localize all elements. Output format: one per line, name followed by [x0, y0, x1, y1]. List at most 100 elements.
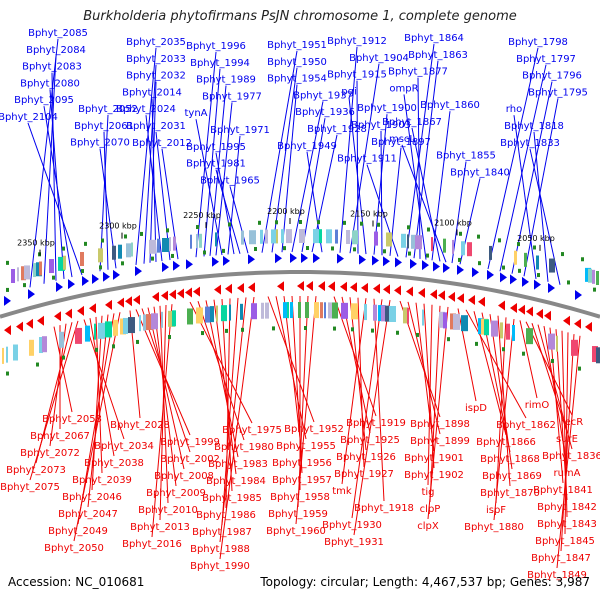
cog-feature-block — [524, 252, 527, 267]
cog-feature-block — [123, 317, 128, 334]
top-gene-label: Bphyt_1797 — [516, 54, 576, 65]
cog-feature-block — [146, 314, 153, 331]
cog-feature-block — [401, 233, 406, 248]
bottom-leader-line — [219, 296, 255, 560]
track-marker — [408, 251, 411, 256]
bottom-gene-label: Bphyt_1985 — [202, 493, 262, 504]
bottom-gene-label: ispF — [486, 505, 506, 516]
track-marker — [502, 347, 505, 352]
top-leader-line — [301, 118, 326, 253]
top-leader-line — [203, 68, 221, 257]
bottom-leader-line — [341, 298, 367, 485]
cog-feature-block — [24, 265, 30, 280]
track-marker — [99, 265, 102, 270]
cog-feature-block — [58, 256, 65, 271]
top-gene-label: Bphyt_2035 — [126, 37, 186, 48]
cog-feature-block — [320, 302, 323, 319]
track-marker — [304, 326, 307, 331]
scale-tick-label: 2150 kbp — [350, 209, 388, 218]
bottom-leader-line — [297, 296, 309, 508]
reverse-gene-arrow — [237, 282, 244, 293]
bottom-gene-label: Bphyt_1836 — [542, 451, 600, 462]
top-gene-label: Bphyt_1977 — [202, 91, 262, 102]
track-marker — [241, 327, 244, 332]
track-marker — [353, 247, 356, 252]
top-gene-label: Bphyt_1949 — [277, 141, 337, 152]
cog-feature-block — [205, 306, 211, 323]
bottom-gene-label: Bphyt_1849 — [527, 570, 587, 581]
cog-feature-block — [290, 302, 293, 319]
reverse-gene-arrow — [526, 306, 533, 317]
top-gene-label: Bphyt_1863 — [408, 50, 468, 61]
forward-gene-arrow — [56, 281, 63, 292]
bottom-gene-label: Bphyt_1959 — [268, 509, 328, 520]
reverse-gene-arrow — [306, 281, 313, 292]
cog-feature-block — [592, 346, 598, 363]
cog-feature-block — [2, 347, 4, 364]
reverse-gene-arrow — [277, 281, 284, 292]
forward-gene-arrow — [487, 269, 494, 280]
top-gene-label: Bphyt_1877 — [388, 67, 448, 78]
top-leader-line — [513, 115, 537, 279]
cog-feature-block — [506, 323, 510, 340]
track-marker — [426, 253, 429, 258]
top-gene-label: Bphyt_1833 — [500, 138, 560, 149]
top-leader-line — [523, 98, 559, 277]
cog-feature-block — [422, 309, 424, 326]
bottom-leader-line — [213, 299, 237, 475]
bottom-gene-label: Bphyt_1975 — [222, 425, 282, 436]
cog-feature-block — [386, 232, 392, 247]
track-marker — [477, 234, 480, 239]
cog-feature-block — [276, 229, 278, 244]
track-marker — [36, 362, 39, 367]
top-gene-label: Bphyt_2095 — [14, 95, 74, 106]
reverse-gene-arrow — [544, 310, 551, 321]
bottom-gene-label: Bphyt_1870 — [480, 488, 540, 499]
cog-feature-block — [39, 261, 42, 276]
reverse-gene-arrow — [16, 321, 23, 332]
bottom-gene-label: Bphyt_2034 — [94, 441, 154, 452]
track-marker — [258, 220, 261, 225]
bottom-leader-line — [83, 319, 125, 440]
forward-gene-arrow — [223, 255, 230, 266]
top-gene-label: pgi — [341, 86, 356, 97]
reverse-gene-arrow — [406, 286, 413, 297]
track-marker — [581, 257, 584, 262]
bottom-leader-line — [151, 304, 173, 538]
top-leader-line — [103, 131, 109, 270]
cog-feature-block — [439, 311, 445, 328]
cog-feature-block — [42, 336, 47, 353]
top-gene-label: Bphyt_1867 — [382, 117, 442, 128]
bottom-gene-label: Bphyt_2050 — [44, 543, 104, 554]
top-leader-line — [339, 46, 358, 253]
top-gene-label: Bphyt_1928 — [307, 124, 367, 135]
cog-feature-block — [332, 302, 338, 319]
bottom-leader-line — [221, 299, 233, 492]
cog-feature-block — [172, 310, 176, 327]
cog-feature-block — [139, 315, 141, 332]
top-gene-label: Bphyt_1989 — [196, 75, 256, 86]
track-marker — [551, 358, 554, 363]
cog-feature-block — [313, 229, 320, 244]
forward-gene-arrow — [548, 282, 555, 293]
bottom-gene-label: Bphyt_2010 — [138, 505, 198, 516]
bottom-leader-line — [519, 320, 538, 399]
top-gene-label: Bphyt_1937 — [293, 90, 353, 101]
cog-feature-block — [443, 238, 446, 253]
reverse-gene-arrow — [54, 311, 61, 322]
cog-feature-block — [592, 269, 595, 284]
cog-feature-block — [403, 307, 408, 324]
track-marker — [478, 261, 481, 266]
reverse-gene-arrow — [498, 300, 505, 311]
top-leader-line — [413, 60, 439, 259]
track-marker — [533, 245, 536, 250]
cog-feature-block — [128, 317, 135, 334]
top-gene-label: Bphyt_1981 — [186, 159, 246, 170]
reverse-gene-arrow — [77, 305, 84, 316]
top-leader-line — [51, 72, 57, 281]
top-gene-label: Bphyt_2070 — [70, 138, 130, 149]
top-gene-label: Bphyt_1855 — [436, 151, 496, 162]
forward-gene-arrow — [337, 253, 344, 264]
bottom-gene-labels: Bphyt_2058 Bphyt_2067 Bphyt_2072 Bphyt_2073… — [0, 400, 600, 581]
bottom-leader-line — [349, 297, 367, 451]
